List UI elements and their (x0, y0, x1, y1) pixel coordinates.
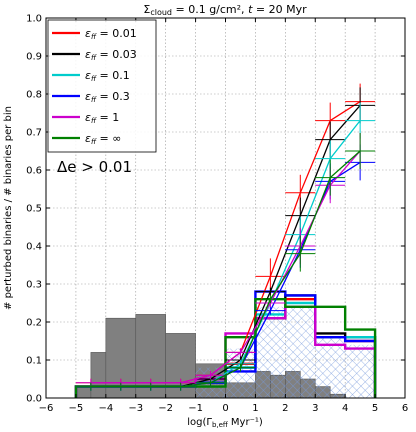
grey-histogram-bar (90, 352, 107, 398)
x-tick-label: 0 (222, 403, 228, 414)
hatched-histogram-bar-cross (345, 344, 376, 398)
hatched-histogram-bar-cross (315, 337, 346, 398)
chart-title: Σcloud = 0.1 g/cm², t = 20 Myr (143, 3, 307, 17)
y-tick-label: 1.0 (26, 14, 42, 25)
legend-entry: εff = 0.3 (85, 90, 130, 104)
legend-entry: εff = 0.1 (85, 69, 130, 83)
y-tick-label: 0.2 (26, 318, 42, 329)
legend-entry: εff = 0.01 (85, 27, 137, 41)
y-tick-label: 0.7 (26, 128, 42, 139)
y-tick-label: 0.0 (26, 394, 42, 405)
hatched-histogram (195, 306, 376, 398)
legend-box (47, 19, 157, 153)
y-tick-label: 0.1 (26, 356, 42, 367)
x-tick-label: 1 (252, 403, 258, 414)
y-tick-label: 0.3 (26, 280, 42, 291)
y-tick-label: 0.9 (26, 52, 42, 63)
annotation: Δe > 0.01 (57, 158, 132, 176)
x-tick-label: −1 (188, 403, 203, 414)
y-tick-label: 0.4 (26, 242, 42, 253)
y-axis-ticks: 0.0 0.1 0.2 0.3 0.4 0.5 0.6 0.7 0.8 0.9 1.0 (26, 14, 405, 405)
legend: εff = 0.01 εff = 0.03 εff = 0.1 εff = 0.3 εf… (47, 19, 157, 153)
line-series (75, 83, 376, 391)
x-tick-label: −6 (39, 403, 54, 414)
grey-histogram-bar (75, 386, 92, 398)
x-tick-label: 6 (402, 403, 408, 414)
hatched-histogram-bar-cross (285, 306, 316, 398)
legend-entry: εff = ∞ (85, 132, 121, 146)
x-tick-label: −4 (98, 403, 113, 414)
x-tick-label: −2 (158, 403, 173, 414)
legend-entry: εff = 0.03 (85, 48, 137, 62)
x-tick-label: 3 (312, 403, 318, 414)
x-tick-label: −3 (128, 403, 143, 414)
x-tick-label: −5 (69, 403, 84, 414)
x-tick-label: 2 (282, 403, 288, 414)
y-tick-label: 0.6 (26, 166, 42, 177)
x-axis-label: log(Γb,eff Myr⁻¹) (187, 417, 263, 429)
y-axis-label: # perturbed binaries / # binaries per bi… (3, 106, 14, 310)
y-tick-label: 0.5 (26, 204, 42, 215)
legend-entry: εff = 1 (85, 111, 119, 125)
y-tick-label: 0.8 (26, 90, 42, 101)
x-tick-label: 5 (372, 403, 378, 414)
x-tick-label: 4 (342, 403, 348, 414)
